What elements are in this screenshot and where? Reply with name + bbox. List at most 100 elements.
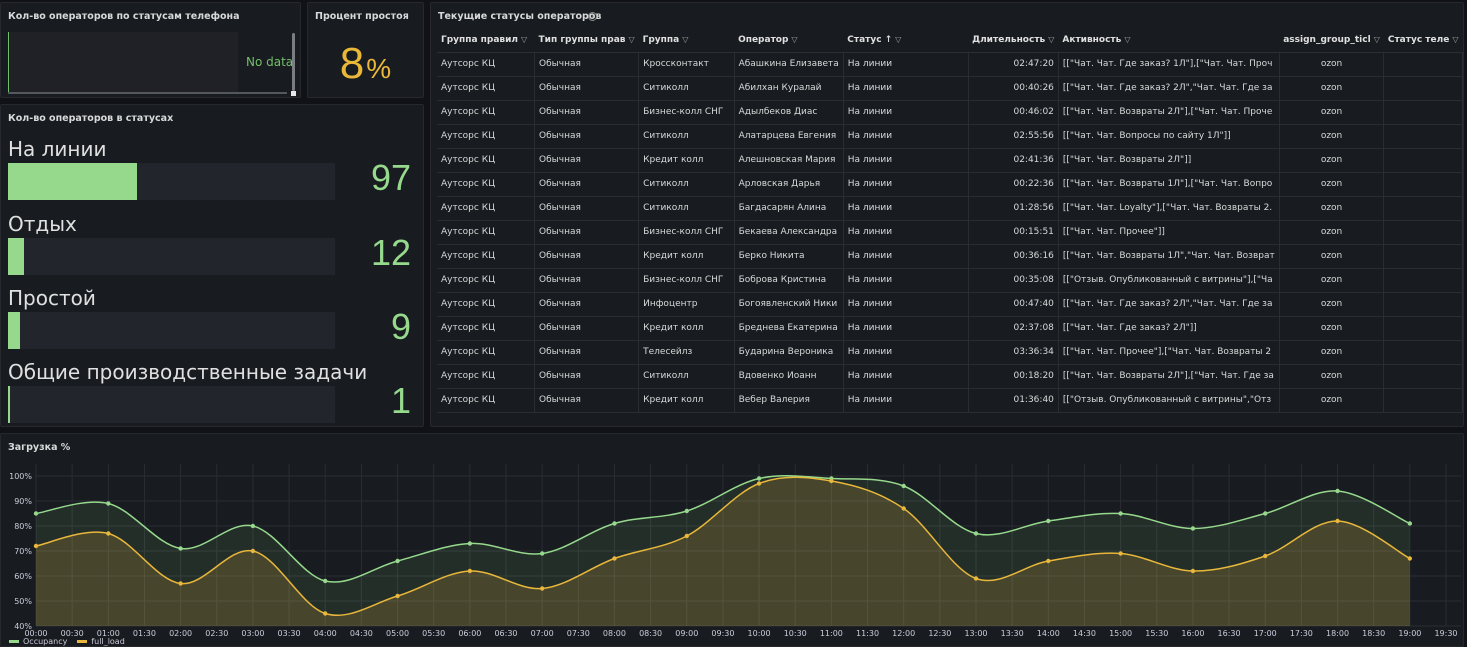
filter-icon[interactable]: ▽ bbox=[895, 35, 902, 45]
vertical-scrollbar[interactable] bbox=[292, 33, 295, 91]
x-tick-label: 14:00 bbox=[1037, 629, 1060, 638]
data-point-Occupancy bbox=[1190, 526, 1196, 531]
table-row[interactable]: Аутсорс КЦ Обычная Кредит колл Вебер Валери… bbox=[437, 388, 1463, 413]
x-tick-label: 07:00 bbox=[531, 629, 554, 638]
table-cell bbox=[1383, 388, 1463, 413]
filter-icon[interactable]: ▽ bbox=[1124, 35, 1131, 45]
table-cell: Кредит колл bbox=[638, 316, 735, 341]
table-row[interactable]: Аутсорс КЦ Обычная Ситиколл Алатарцева Евге… bbox=[437, 124, 1463, 149]
table-cell: [["Чат. Чат. Возвраты 2Л"],["Чат. Чат. П… bbox=[1058, 100, 1280, 125]
table-cell: Аутсорс КЦ bbox=[437, 148, 536, 173]
filter-icon[interactable]: ▽ bbox=[1373, 35, 1380, 45]
filter-icon[interactable]: ▽ bbox=[628, 35, 635, 45]
load-chart: 40% 50% 60% 70% 80% 90% 100% 00:00 00:30 01:00 01:… bbox=[9, 464, 1461, 638]
status-bar-fill bbox=[8, 312, 21, 349]
load-panel-title: Загрузка % bbox=[8, 442, 71, 453]
x-tick-label: 12:00 bbox=[892, 629, 915, 638]
column-header[interactable]: Группа правил ▽ bbox=[437, 29, 535, 53]
info-icon[interactable]: i bbox=[588, 12, 597, 21]
status-bar-track bbox=[8, 163, 335, 200]
data-point-Occupancy bbox=[106, 501, 111, 506]
table-cell bbox=[1383, 364, 1463, 389]
table-cell: Обычная bbox=[534, 388, 640, 413]
series-area-Occupancy bbox=[36, 475, 1410, 626]
table-row[interactable]: Аутсорс КЦ Обычная Ситиколл Вдовенко Иоанн Н… bbox=[437, 364, 1463, 389]
column-header[interactable]: Группа ▽ bbox=[638, 29, 735, 53]
table-row[interactable]: Аутсорс КЦ Обычная Ситиколл Абилхан Куралай… bbox=[437, 76, 1463, 101]
table-cell: 00:47:40 bbox=[968, 292, 1059, 317]
filter-icon[interactable]: ▽ bbox=[1048, 35, 1055, 45]
x-tick-label: 05:00 bbox=[386, 629, 409, 638]
table-row[interactable]: Аутсорс КЦ Обычная Инфоцентр Богоявленский … bbox=[437, 292, 1463, 317]
column-header[interactable]: Активность ▽ bbox=[1058, 29, 1280, 53]
data-point-full_load bbox=[973, 576, 979, 581]
table-row[interactable]: Аутсорс КЦ Обычная Кредит колл Бреднева Ека… bbox=[437, 316, 1463, 341]
data-point-full_load bbox=[250, 548, 256, 554]
x-tick-label: 16:00 bbox=[1181, 629, 1204, 638]
table-cell: Ситиколл bbox=[638, 124, 735, 149]
phone-status-title: Кол-во операторов по статусам телефона bbox=[8, 11, 240, 22]
table-cell: На линии bbox=[843, 388, 969, 413]
table-row[interactable]: Аутсорс КЦ Обычная Кредит колл Алешновская … bbox=[437, 148, 1463, 173]
table-row[interactable]: Аутсорс КЦ Обычная Бизнес-колл СНГ Бекаева … bbox=[437, 220, 1463, 245]
column-header[interactable]: Оператор ▽ bbox=[734, 29, 844, 53]
table-cell: Богоявленский Ники bbox=[734, 292, 844, 317]
table-cell bbox=[1383, 172, 1463, 197]
legend-item[interactable]: Occupancy bbox=[9, 637, 67, 646]
data-point-full_load bbox=[539, 586, 545, 591]
filter-icon[interactable]: ▽ bbox=[791, 35, 798, 45]
table-row[interactable]: Аутсорс КЦ Обычная Ситиколл Багдасарян Алин… bbox=[437, 196, 1463, 221]
table-cell: 02:55:56 bbox=[968, 124, 1059, 149]
table-cell: Аутсорс КЦ bbox=[437, 124, 536, 149]
table-row[interactable]: Аутсорс КЦ Обычная Бизнес-колл СНГ Боброва … bbox=[437, 268, 1463, 293]
table-cell: ozon bbox=[1279, 340, 1385, 365]
data-point-Occupancy bbox=[539, 551, 545, 556]
table-cell: Обычная bbox=[534, 124, 640, 149]
legend-item[interactable]: full_load bbox=[77, 637, 125, 646]
column-header[interactable]: Статус теле ▽ bbox=[1383, 29, 1463, 53]
table-cell: Боброва Кристина bbox=[734, 268, 844, 293]
horizontal-scrollbar[interactable] bbox=[8, 92, 287, 94]
table-cell: Берко Никита bbox=[734, 244, 844, 269]
status-count-title: Кол-во операторов в статусах bbox=[8, 113, 174, 124]
filter-icon[interactable]: ▽ bbox=[682, 35, 689, 45]
column-header-label: Длительность bbox=[972, 35, 1046, 46]
table-cell: Аутсорс КЦ bbox=[437, 52, 536, 77]
table-cell bbox=[1383, 220, 1463, 245]
x-tick-label: 04:30 bbox=[350, 629, 373, 638]
table-row[interactable]: Аутсорс КЦ Обычная Кросcконтакт Абашкина Ел… bbox=[437, 52, 1463, 77]
table-cell: [["Чат. Чат. Возвраты 2Л"]] bbox=[1058, 148, 1280, 173]
column-header[interactable]: Статус ↑ ▽ bbox=[843, 29, 969, 53]
status-bar-fill bbox=[8, 386, 10, 423]
column-header-label: assign_group_ticl bbox=[1283, 35, 1371, 46]
column-header[interactable]: Тип группы прав ▽ bbox=[534, 29, 639, 53]
status-bar-fill bbox=[8, 238, 25, 275]
table-row[interactable]: Аутсорс КЦ Обычная Бизнес-колл СНГ Адылбеко… bbox=[437, 100, 1463, 125]
table-cell: 00:22:36 bbox=[968, 172, 1059, 197]
column-header[interactable]: assign_group_ticl ▽ bbox=[1279, 29, 1384, 53]
table-row[interactable]: Аутсорс КЦ Обычная Телесейлз Бударина Верон… bbox=[437, 340, 1463, 365]
table-cell: Бударина Вероника bbox=[734, 340, 844, 365]
data-point-Occupancy bbox=[395, 558, 400, 564]
x-tick-label: 03:30 bbox=[278, 629, 301, 638]
sort-ascending-icon[interactable]: ↑ bbox=[884, 35, 893, 46]
data-point-Occupancy bbox=[973, 531, 979, 536]
table-cell: [["Чат. Чат. Вопросы по сайту 1Л"]] bbox=[1058, 124, 1280, 149]
table-cell: Аутсорс КЦ bbox=[437, 196, 536, 221]
data-point-full_load bbox=[467, 568, 473, 574]
table-row[interactable]: Аутсорс КЦ Обычная Кредит колл Берко Никита… bbox=[437, 244, 1463, 269]
table-cell: Аутсорс КЦ bbox=[437, 244, 536, 269]
data-point-full_load bbox=[395, 593, 400, 599]
table-cell: Абилхан Куралай bbox=[734, 76, 844, 101]
table-cell: 02:47:20 bbox=[968, 52, 1059, 77]
filter-icon[interactable]: ▽ bbox=[1452, 35, 1459, 45]
x-tick-label: 13:00 bbox=[964, 629, 987, 638]
status-count-panel: Кол-во операторов в статусах На линии 97 О… bbox=[0, 104, 424, 427]
column-header[interactable]: Длительность ▽ bbox=[968, 29, 1059, 53]
data-point-full_load bbox=[829, 478, 834, 484]
x-tick-label: 15:00 bbox=[1109, 629, 1132, 638]
data-point-Occupancy bbox=[1118, 511, 1123, 516]
table-row[interactable]: Аутсорс КЦ Обычная Ситиколл Арловская Дарья… bbox=[437, 172, 1463, 197]
x-tick-label: 08:00 bbox=[603, 629, 626, 638]
filter-icon[interactable]: ▽ bbox=[521, 35, 528, 45]
